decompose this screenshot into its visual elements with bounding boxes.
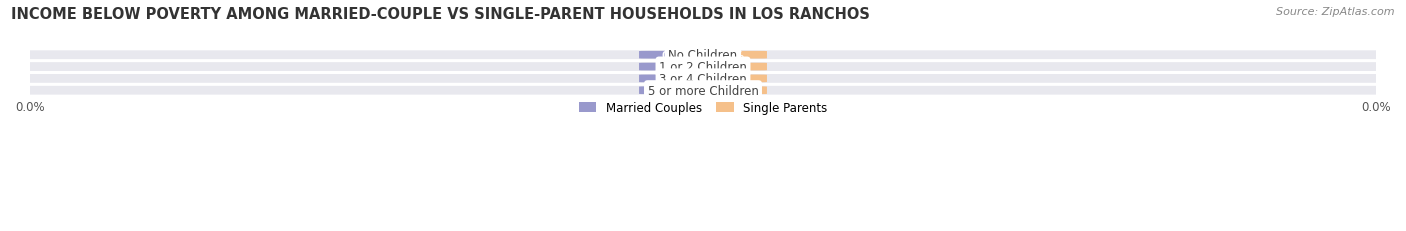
FancyBboxPatch shape (640, 52, 713, 59)
Text: INCOME BELOW POVERTY AMONG MARRIED-COUPLE VS SINGLE-PARENT HOUSEHOLDS IN LOS RAN: INCOME BELOW POVERTY AMONG MARRIED-COUPL… (11, 7, 870, 22)
Text: 1 or 2 Children: 1 or 2 Children (659, 61, 747, 74)
Text: 0.0%: 0.0% (716, 86, 744, 96)
Text: 0.0%: 0.0% (662, 74, 690, 84)
Text: 5 or more Children: 5 or more Children (648, 84, 758, 97)
Text: No Children: No Children (668, 49, 738, 62)
Text: 0.0%: 0.0% (716, 62, 744, 72)
Text: 0.0%: 0.0% (716, 74, 744, 84)
FancyBboxPatch shape (693, 52, 766, 59)
FancyBboxPatch shape (640, 87, 713, 95)
FancyBboxPatch shape (640, 64, 713, 71)
FancyBboxPatch shape (693, 75, 766, 83)
Legend: Married Couples, Single Parents: Married Couples, Single Parents (574, 97, 832, 119)
Text: Source: ZipAtlas.com: Source: ZipAtlas.com (1277, 7, 1395, 17)
FancyBboxPatch shape (693, 87, 766, 95)
FancyBboxPatch shape (640, 75, 713, 83)
FancyBboxPatch shape (0, 74, 1406, 85)
Text: 3 or 4 Children: 3 or 4 Children (659, 73, 747, 85)
Text: 0.0%: 0.0% (662, 86, 690, 96)
FancyBboxPatch shape (693, 64, 766, 71)
Text: 0.0%: 0.0% (716, 51, 744, 61)
Text: 0.0%: 0.0% (662, 62, 690, 72)
FancyBboxPatch shape (0, 50, 1406, 61)
FancyBboxPatch shape (0, 62, 1406, 73)
Text: 0.0%: 0.0% (662, 51, 690, 61)
FancyBboxPatch shape (0, 85, 1406, 96)
